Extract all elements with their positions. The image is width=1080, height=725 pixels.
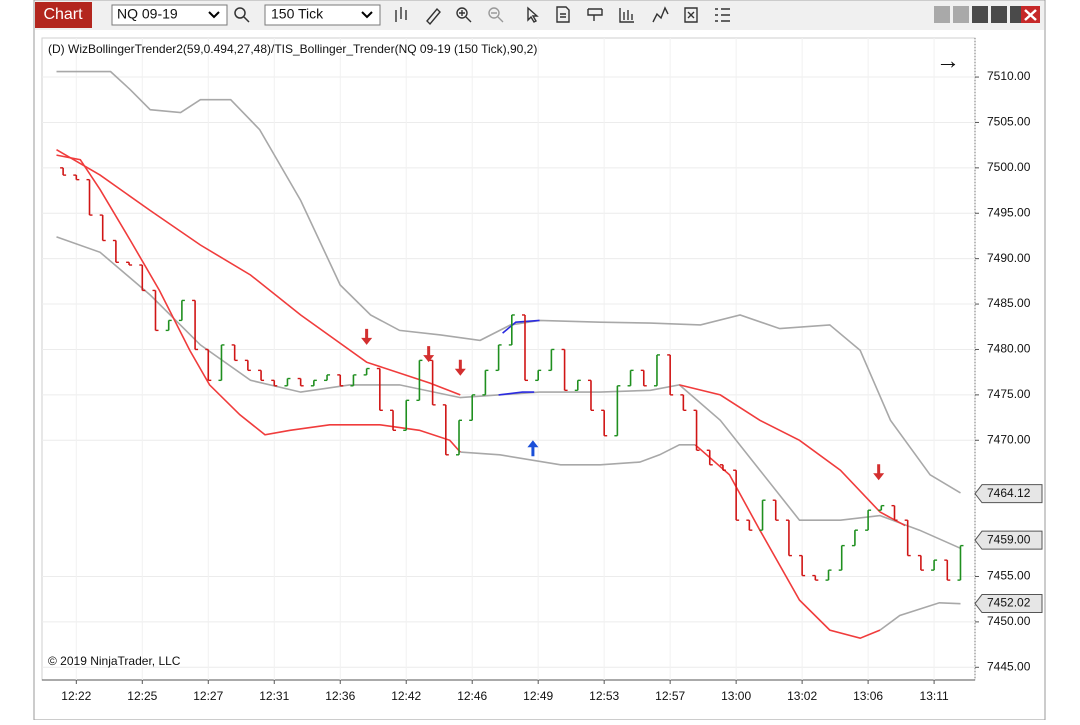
- y-tick-label: 7485.00: [987, 296, 1031, 310]
- signal-arrow: [361, 328, 373, 345]
- y-tick-label: 7450.00: [987, 614, 1031, 628]
- interval-label: 150 Tick: [271, 6, 324, 22]
- price-marker-label: 7452.02: [987, 596, 1031, 610]
- indicator-line: [56, 70, 961, 494]
- search-icon[interactable]: [234, 7, 246, 19]
- x-tick-label: 12:49: [523, 689, 553, 703]
- minimize-button[interactable]: [972, 6, 988, 23]
- x-tick-label: 13:00: [721, 689, 751, 703]
- signal-arrow: [873, 464, 885, 481]
- chart-title: (D) WizBollingerTrender2(59,0.494,27,48)…: [48, 42, 537, 56]
- x-tick-label: 12:31: [259, 689, 289, 703]
- x-tick-label: 13:02: [787, 689, 817, 703]
- toolbar-icons[interactable]: [395, 6, 730, 26]
- x-tick-label: 12:36: [325, 689, 355, 703]
- y-tick-label: 7475.00: [987, 387, 1031, 401]
- indicator-line: [56, 149, 906, 527]
- chart-tab[interactable]: [35, 2, 92, 28]
- x-tick-label: 12:25: [127, 689, 157, 703]
- indicator-line: [498, 319, 540, 396]
- indicator-line: [460, 444, 961, 631]
- instrument-label: NQ 09-19: [117, 6, 178, 22]
- y-tick-label: 7490.00: [987, 251, 1031, 265]
- navigation-arrow[interactable]: →: [936, 47, 960, 74]
- close-icon: [1024, 9, 1037, 21]
- instrument-select[interactable]: [111, 4, 228, 26]
- signal-arrow: [454, 359, 466, 376]
- x-tick-label: 13:06: [853, 689, 883, 703]
- price-marker: [974, 530, 1043, 550]
- signal-arrow: [527, 440, 539, 457]
- y-tick-label: 7445.00: [987, 659, 1031, 673]
- x-tick-label: 12:57: [655, 689, 685, 703]
- y-tick-label: 7500.00: [987, 160, 1031, 174]
- dropdown-icon: [361, 11, 373, 19]
- y-tick-label: 7480.00: [987, 342, 1031, 356]
- price-marker-label: 7464.12: [987, 486, 1031, 500]
- y-tick-label: 7510.00: [987, 69, 1031, 83]
- price-marker: [974, 484, 1043, 504]
- plot: [56, 70, 964, 640]
- x-tick-label: 12:42: [391, 689, 421, 703]
- x-tick-label: 12:27: [193, 689, 223, 703]
- x-tick-label: 12:46: [457, 689, 487, 703]
- y-tick-label: 7495.00: [987, 205, 1031, 219]
- search-icon-handle: [243, 16, 250, 23]
- axes: 7510.00 7505.00 7500.00 7495.00 7490.00 7485.…: [61, 69, 1043, 703]
- window-button[interactable]: [934, 6, 950, 23]
- plot-area: [41, 37, 976, 681]
- price-marker-label: 7459.00: [987, 532, 1031, 546]
- chart-tab-label: Chart: [43, 6, 83, 23]
- x-tick-label: 12:53: [589, 689, 619, 703]
- x-tick-label: 13:11: [920, 689, 949, 703]
- x-tick-label: 12:22: [61, 689, 91, 703]
- dropdown-icon: [208, 11, 220, 19]
- interval-select[interactable]: [264, 4, 381, 26]
- y-tick-label: 7470.00: [987, 432, 1031, 446]
- copyright: © 2019 NinjaTrader, LLC: [48, 654, 181, 668]
- maximize-button[interactable]: [991, 6, 1007, 23]
- window-button[interactable]: [953, 6, 969, 23]
- y-tick-label: 7455.00: [987, 569, 1031, 583]
- signal-arrow: [423, 346, 435, 363]
- y-tick-label: 7505.00: [987, 115, 1031, 129]
- price-marker: [974, 594, 1043, 614]
